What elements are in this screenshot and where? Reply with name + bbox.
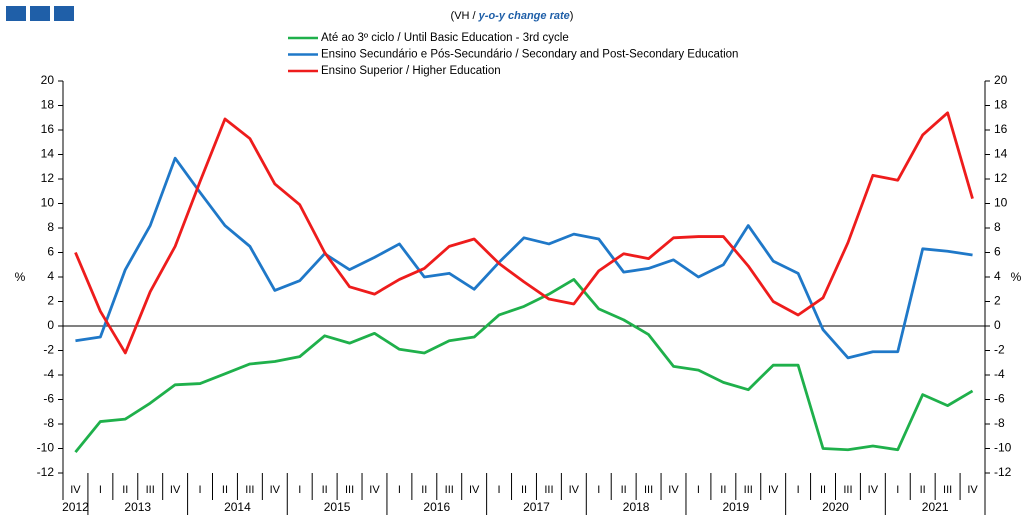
y-tick-label: -10 — [37, 441, 55, 455]
y2-tick-label: -2 — [994, 343, 1005, 357]
x-tick-label: III — [843, 484, 852, 496]
x-tick-label: III — [345, 484, 354, 496]
x-tick-label: II — [820, 484, 826, 496]
y-tick-label: 4 — [47, 269, 54, 283]
x-tick-label: III — [644, 484, 653, 496]
x-tick-label: III — [943, 484, 952, 496]
x-tick-label: III — [744, 484, 753, 496]
y2-tick-label: 14 — [994, 147, 1008, 161]
year-label: 2015 — [324, 500, 351, 514]
x-tick-label: II — [421, 484, 427, 496]
x-tick-label: IV — [967, 484, 978, 496]
x-tick-label: I — [797, 484, 800, 496]
y2-tick-label: 2 — [994, 294, 1001, 308]
x-tick-label: IV — [270, 484, 281, 496]
y2-tick-label: -4 — [994, 367, 1005, 381]
logo — [30, 6, 50, 21]
legend-label: Até ao 3º ciclo / Until Basic Education … — [321, 32, 569, 44]
y2-tick-label: 0 — [994, 318, 1001, 332]
subtitle: (VH / y-o-y change rate) — [451, 10, 574, 22]
y2-tick-label: 18 — [994, 98, 1008, 112]
x-tick-label: I — [199, 484, 202, 496]
y-tick-label: -2 — [43, 343, 54, 357]
y2-tick-label: 10 — [994, 196, 1008, 210]
x-tick-label: I — [597, 484, 600, 496]
series-line — [75, 156, 973, 360]
year-label: 2012 — [62, 500, 89, 514]
y2-tick-label: 20 — [994, 73, 1008, 87]
x-tick-label: III — [544, 484, 553, 496]
x-tick-label: IV — [469, 484, 480, 496]
x-tick-label: IV — [868, 484, 879, 496]
x-tick-label: IV — [369, 484, 380, 496]
year-label: 2016 — [423, 500, 450, 514]
y2-tick-label: 4 — [994, 269, 1001, 283]
y2-tick-label: 16 — [994, 122, 1008, 136]
y-tick-label: -8 — [43, 416, 54, 430]
y-axis-label: % — [15, 270, 26, 284]
y-tick-label: 14 — [41, 147, 55, 161]
x-tick-label: II — [521, 484, 527, 496]
x-tick-label: IV — [170, 484, 181, 496]
x-tick-label: I — [697, 484, 700, 496]
x-tick-label: III — [146, 484, 155, 496]
y2-axis-label: % — [1011, 270, 1022, 284]
year-label: 2020 — [822, 500, 849, 514]
y-tick-label: 6 — [47, 245, 54, 259]
y-tick-label: 20 — [41, 73, 55, 87]
logo — [54, 6, 74, 21]
y2-tick-label: -6 — [994, 392, 1005, 406]
year-label: 2017 — [523, 500, 550, 514]
x-tick-label: I — [99, 484, 102, 496]
y-tick-label: -4 — [43, 367, 54, 381]
x-tick-label: III — [445, 484, 454, 496]
y-tick-label: 10 — [41, 196, 55, 210]
y2-tick-label: 12 — [994, 171, 1008, 185]
x-tick-label: IV — [668, 484, 679, 496]
legend-label: Ensino Secundário e Pós-Secundário / Sec… — [321, 49, 738, 61]
y-tick-label: 16 — [41, 122, 55, 136]
x-tick-label: II — [621, 484, 627, 496]
x-tick-label: I — [298, 484, 301, 496]
y-tick-label: 0 — [47, 318, 54, 332]
y2-tick-label: -10 — [994, 441, 1012, 455]
x-tick-label: II — [122, 484, 128, 496]
y-tick-label: 2 — [47, 294, 54, 308]
y-tick-label: 18 — [41, 98, 55, 112]
year-label: 2013 — [124, 500, 151, 514]
x-tick-label: IV — [70, 484, 81, 496]
y2-tick-label: -8 — [994, 416, 1005, 430]
year-label: 2014 — [224, 500, 251, 514]
x-tick-label: I — [498, 484, 501, 496]
y2-tick-label: 6 — [994, 245, 1001, 259]
x-tick-label: IV — [768, 484, 779, 496]
year-label: 2021 — [922, 500, 949, 514]
y-tick-label: 12 — [41, 171, 55, 185]
y2-tick-label: 8 — [994, 220, 1001, 234]
x-tick-label: II — [222, 484, 228, 496]
series-line — [74, 111, 974, 355]
y-tick-label: -12 — [37, 465, 55, 479]
x-tick-label: II — [920, 484, 926, 496]
legend-label: Ensino Superior / Higher Education — [321, 65, 501, 77]
series-line — [74, 278, 974, 454]
x-tick-label: III — [245, 484, 254, 496]
year-label: 2018 — [623, 500, 650, 514]
x-tick-label: I — [896, 484, 899, 496]
y-tick-label: -6 — [43, 392, 54, 406]
x-tick-label: II — [322, 484, 328, 496]
logo — [6, 6, 26, 21]
x-tick-label: IV — [569, 484, 580, 496]
x-tick-label: I — [398, 484, 401, 496]
y2-tick-label: -12 — [994, 465, 1012, 479]
x-tick-label: II — [720, 484, 726, 496]
y-tick-label: 8 — [47, 220, 54, 234]
year-label: 2019 — [722, 500, 749, 514]
